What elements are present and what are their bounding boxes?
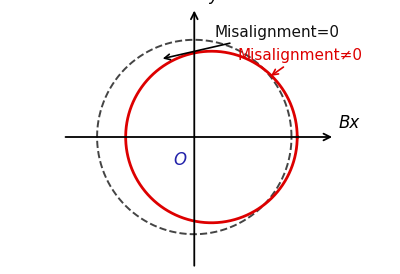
Text: By: By xyxy=(199,0,220,4)
Text: Misalignment=0: Misalignment=0 xyxy=(164,25,340,60)
Text: Misalignment≠0: Misalignment≠0 xyxy=(238,48,363,75)
Text: O: O xyxy=(174,151,187,169)
Text: Bx: Bx xyxy=(338,115,360,132)
